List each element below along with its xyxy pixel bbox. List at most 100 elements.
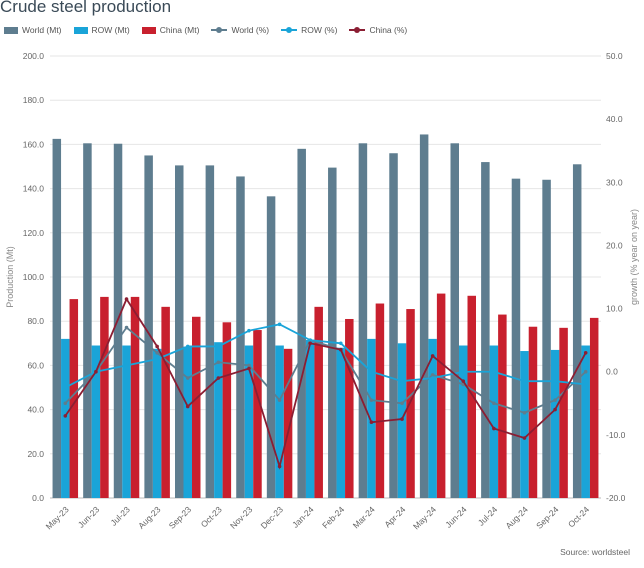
bar-china-mt	[589, 317, 599, 498]
x-tick-label: Dec-23	[259, 504, 286, 531]
legend-item-china-mt[interactable]: China (Mt)	[141, 25, 200, 35]
bar-row-mt	[459, 345, 468, 498]
legend-swatch-china-mt	[141, 26, 156, 34]
legend-swatch-world-mt	[4, 26, 18, 34]
bar-world-mt	[205, 165, 215, 498]
point-world	[430, 373, 435, 377]
legend-label-china-pct: China (%)	[369, 25, 408, 35]
legend-item-row-pct[interactable]: ROW (%)	[281, 25, 337, 35]
y2-tick-label: 0.0	[606, 367, 618, 377]
legend-label-china-mt: China (Mt)	[159, 25, 200, 35]
line-world	[64, 326, 587, 414]
x-tick-label: Jun-24	[443, 504, 469, 530]
bar-china-mt	[528, 326, 538, 498]
y-tick-label: 20.0	[27, 449, 44, 459]
legend-swatch-world-pct	[211, 26, 228, 34]
x-tick-label: May-23	[44, 504, 71, 531]
y-tick-label: 140.0	[23, 184, 45, 194]
bar-row-mt	[489, 345, 499, 498]
x-tick-label: Aug-24	[503, 504, 530, 531]
point-china	[369, 420, 374, 425]
x-tick-label: Oct-24	[566, 504, 591, 529]
bar-world-mt	[52, 138, 62, 498]
bar-world-mt	[328, 167, 337, 499]
point-row	[308, 338, 312, 342]
bar-world-mt	[266, 196, 276, 498]
chart-title: Crude steel production	[0, 0, 172, 16]
point-row	[339, 341, 343, 346]
y2-tick-label: 50.0	[606, 51, 623, 61]
bar-row-mt	[581, 345, 590, 498]
line-china	[64, 297, 587, 470]
point-row	[216, 344, 221, 349]
y2-tick-label: -20.0	[606, 493, 626, 503]
y-axis-title: Production (Mt)	[5, 246, 15, 308]
legend-label-world-pct: World (%)	[231, 25, 270, 35]
bar-row-mt	[122, 345, 131, 498]
y2-tick-label: 20.0	[606, 240, 623, 250]
bar-china-mt	[130, 296, 140, 498]
bar-china-mt	[161, 306, 170, 498]
bar-row-mt	[61, 338, 70, 498]
point-world	[400, 401, 404, 406]
legend-swatch-china-pct	[349, 26, 366, 34]
bar-world-mt	[236, 176, 245, 498]
x-tick-label: Apr-24	[382, 504, 407, 529]
bar-china-mt	[253, 330, 262, 498]
bar-world-mt	[542, 179, 551, 498]
source-note: Source: worldsteel	[560, 547, 630, 557]
x-tick-label: Oct-23	[199, 504, 224, 529]
point-china	[277, 464, 282, 469]
legend-item-china-pct[interactable]: China (%)	[349, 25, 407, 35]
point-row	[492, 369, 496, 374]
bar-row-mt	[367, 338, 376, 498]
legend-item-row-mt[interactable]: ROW (Mt)	[73, 25, 130, 35]
bar-row-mt	[305, 339, 315, 498]
point-china	[492, 426, 496, 431]
bar-world-mt	[481, 162, 490, 498]
bar-china-mt	[436, 293, 446, 498]
point-row	[553, 379, 557, 383]
point-china	[430, 354, 435, 358]
bar-world-mt	[144, 155, 153, 498]
point-row	[583, 382, 588, 387]
bar-row-mt	[183, 346, 192, 498]
legend-item-world-pct[interactable]: World (%)	[211, 25, 269, 35]
y2-tick-label: 10.0	[606, 304, 623, 314]
bar-world-mt	[389, 153, 398, 499]
y2-tick-label: -10.0	[606, 430, 626, 440]
bar-china-mt	[100, 296, 109, 498]
y-tick-label: 40.0	[27, 405, 44, 415]
point-china	[583, 350, 588, 355]
bar-china-mt	[222, 322, 232, 498]
point-china	[124, 297, 129, 301]
point-world	[369, 398, 374, 402]
point-china	[461, 379, 466, 383]
bar-china-mt	[283, 348, 293, 498]
x-tick-label: Jun-23	[76, 504, 102, 530]
point-row	[369, 369, 374, 374]
point-china	[247, 366, 251, 371]
point-row	[522, 379, 527, 383]
bar-row-mt	[428, 338, 437, 498]
point-world	[522, 410, 527, 415]
bar-china-mt	[345, 318, 354, 498]
point-world	[124, 325, 129, 330]
point-world	[583, 369, 588, 374]
point-row	[63, 385, 68, 390]
point-world	[63, 401, 68, 406]
point-row	[124, 363, 129, 368]
y-tick-label: 120.0	[23, 228, 45, 238]
y2-tick-label: 30.0	[606, 177, 623, 187]
bar-row-mt	[152, 348, 162, 498]
point-china	[339, 347, 343, 352]
bar-row-mt	[214, 342, 223, 498]
bar-row-mt	[520, 351, 529, 498]
bar-china-mt	[559, 327, 568, 498]
x-tick-label: Aug-23	[136, 504, 163, 531]
bar-world-mt	[511, 178, 521, 498]
point-row	[400, 379, 404, 383]
bar-world-mt	[450, 143, 459, 499]
legend-item-world-mt[interactable]: World (Mt)	[4, 25, 62, 35]
